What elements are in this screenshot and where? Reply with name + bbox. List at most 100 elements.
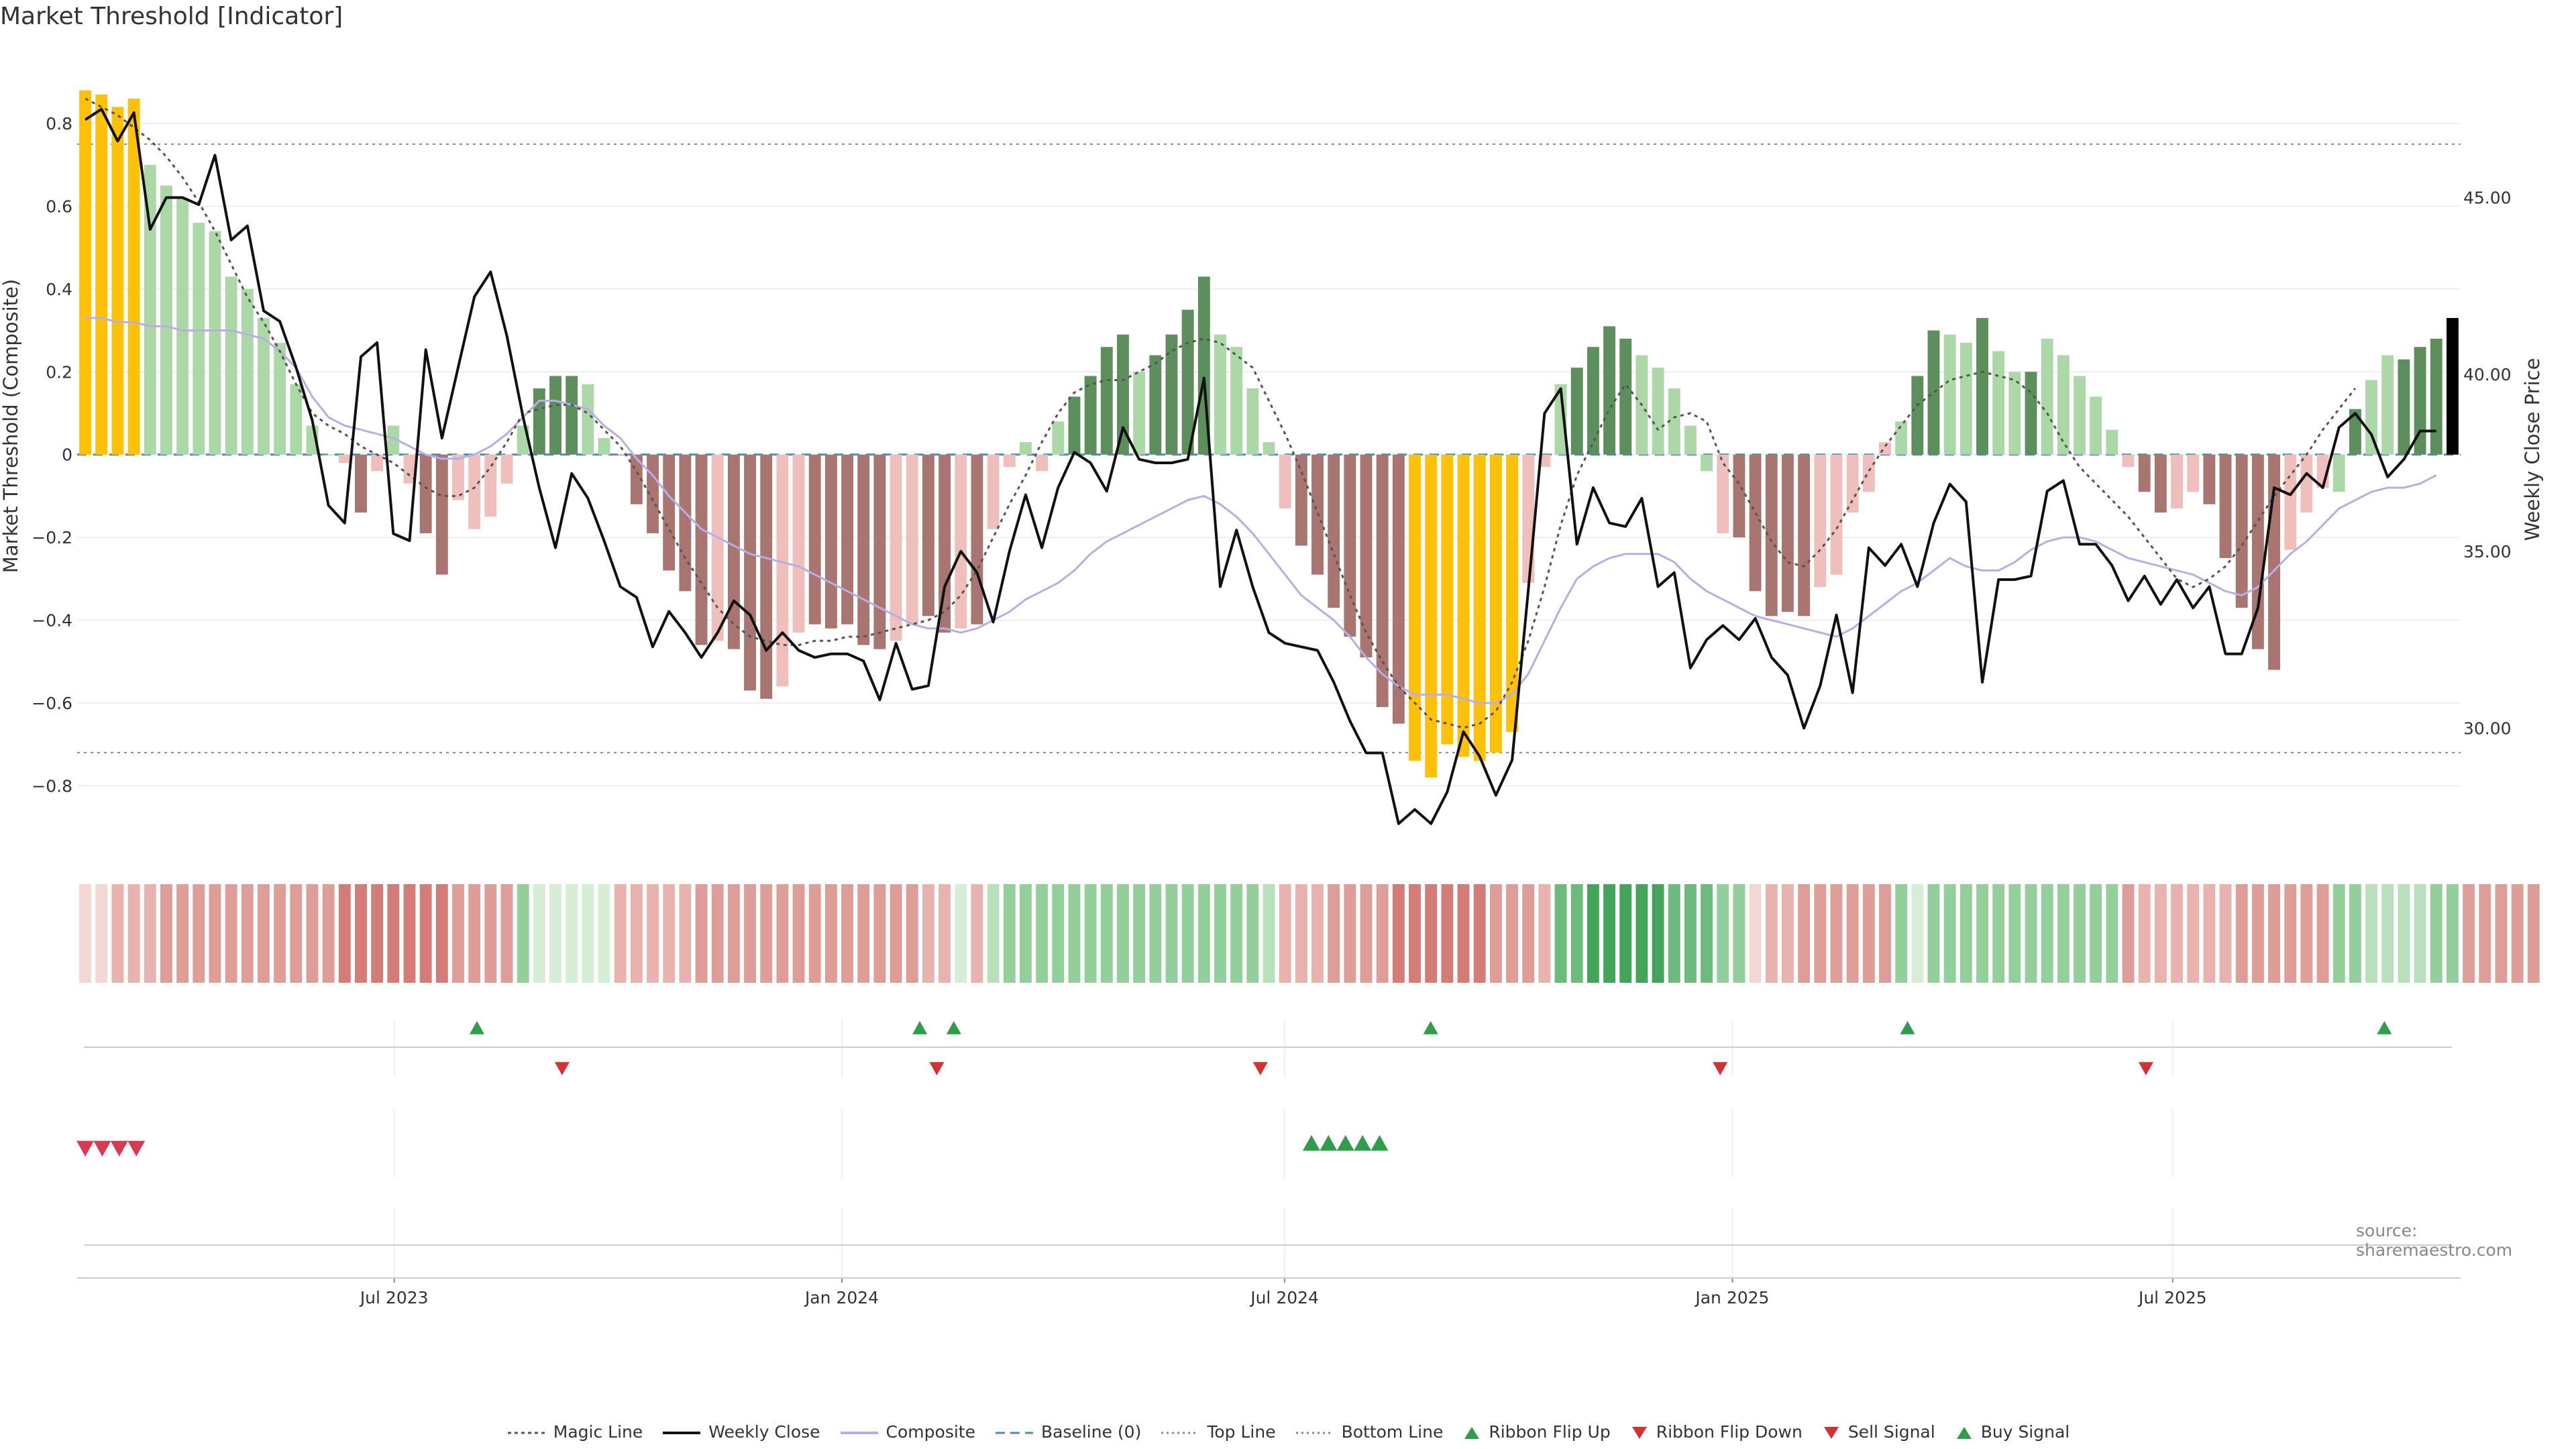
ribbon-cell (2479, 884, 2491, 983)
composite-bar (1328, 454, 1340, 608)
x-tick-label: Jul 2025 (2137, 1288, 2207, 1307)
composite-bar (2187, 454, 2200, 492)
legend-swatch (507, 1432, 545, 1434)
x-tick-label: Jan 2025 (1694, 1288, 1769, 1307)
ribbon-cell (1263, 884, 1275, 983)
ribbon-cell (549, 884, 561, 983)
ribbon-cell (274, 884, 286, 983)
composite-bar (1473, 454, 1486, 761)
ribbon-cell (808, 884, 821, 983)
ribbon-cell (2106, 884, 2118, 983)
x-tick-label: Jul 2024 (1249, 1288, 1319, 1307)
composite-bar (2074, 376, 2086, 455)
legend-swatch (1295, 1432, 1334, 1434)
legend-label: Buy Signal (1980, 1421, 2070, 1442)
ribbon-cell (1943, 884, 1956, 983)
ribbon-cell (176, 884, 189, 983)
composite-bar (2365, 380, 2378, 455)
ribbon-cell (1084, 884, 1097, 983)
ribbon-cell (2527, 884, 2540, 983)
legend-swatch (1956, 1426, 1972, 1439)
composite-bar (663, 454, 676, 571)
composite-bar (744, 454, 757, 691)
ribbon-cell (2268, 884, 2280, 983)
ribbon-flip-up-marker (1900, 1021, 1915, 1034)
ribbon-cell (824, 884, 837, 983)
composite-bar (906, 454, 918, 625)
ribbon-cell (1862, 884, 1875, 983)
composite-bar (2381, 355, 2394, 455)
x-tick-label: Jul 2023 (359, 1288, 429, 1307)
legend-item: Magic Line (506, 1422, 643, 1442)
composite-bar (1084, 376, 1097, 455)
legend-item: Sell Signal (1821, 1422, 1935, 1442)
composite-bar (1701, 454, 1713, 472)
ribbon-cell (1554, 884, 1567, 983)
ribbon-cell (1409, 884, 1421, 983)
page-title: Market Threshold [Indicator] (0, 3, 343, 30)
ribbon-cell (533, 884, 545, 983)
composite-bar (2203, 454, 2216, 504)
ribbon-cell (2251, 884, 2264, 983)
composite-bar (338, 454, 351, 463)
ribbon-cell (500, 884, 513, 983)
composite-bar (1457, 454, 1470, 757)
ribbon-cell (938, 884, 951, 983)
ribbon-flip-up-marker (912, 1021, 928, 1034)
left-axis-ticks: 0.8 0.6 0.4 0.2 0 −0.2 −0.4 −0.6 −0.8 (32, 114, 72, 796)
composite-bar (1409, 454, 1421, 761)
composite-bar (1489, 454, 1502, 753)
composite-bar (2219, 454, 2232, 558)
ribbon-cell (906, 884, 918, 983)
ribbon-cell (711, 884, 724, 983)
composite-bar (1814, 454, 1827, 588)
legend-label: Baseline (0) (1040, 1421, 1142, 1442)
composite-bar (1181, 309, 1194, 455)
composite-bar (371, 454, 384, 472)
left-axis-label: Market Threshold (Composite) (0, 279, 22, 573)
legend-item: Baseline (0) (994, 1422, 1141, 1442)
ribbon-cell (695, 884, 708, 983)
ribbon-cell (873, 884, 886, 983)
ribbon-cell (1230, 884, 1243, 983)
ribbon-cell (582, 884, 594, 983)
ribbon-cell (1830, 884, 1843, 983)
ribbon-cell (841, 884, 854, 983)
composite-bar (403, 454, 416, 484)
buy-signal-marker (1302, 1135, 1320, 1151)
ribbon-cell (2511, 884, 2524, 983)
composite-bar (1263, 442, 1275, 455)
ribbon-cell (2154, 884, 2167, 983)
ribbon-cell (1425, 884, 1438, 983)
composite-bar (1117, 334, 1129, 455)
legend-label: Magic Line (553, 1421, 643, 1442)
legend: Magic Line Weekly Close Composite Baseline … (0, 1421, 2576, 1442)
legend-label: Ribbon Flip Down (1656, 1421, 1803, 1442)
ribbon-cell (1214, 884, 1226, 983)
ribbon-cell (1879, 884, 1891, 983)
ribbon-flip-down-marker (2138, 1062, 2153, 1075)
ribbon-cell (1376, 884, 1389, 983)
composite-bar (1943, 334, 1956, 455)
composite-bar (1441, 454, 1454, 745)
ribbon-cell (1668, 884, 1680, 983)
composite-bar (500, 454, 513, 484)
ribbon-cell (679, 884, 692, 983)
composite-bar (1652, 368, 1664, 455)
composite-bar (111, 107, 124, 455)
ribbon-cell (2398, 884, 2410, 983)
composite-bar (1830, 454, 1843, 575)
composite-bar (1554, 384, 1567, 455)
ribbon-cell (1603, 884, 1616, 983)
composite-bar (2284, 454, 2297, 550)
composite-bar (1603, 326, 1616, 455)
composite-bar (1862, 454, 1875, 492)
ribbon-cell (1522, 884, 1535, 983)
composite-bar (1165, 334, 1178, 455)
legend-item: Bottom Line (1295, 1422, 1443, 1442)
ribbon-cell (258, 884, 270, 983)
ribbon-cell (1181, 884, 1194, 983)
ribbon-cell (2025, 884, 2037, 983)
composite-bar (857, 454, 870, 645)
ribbon-cell (2187, 884, 2200, 983)
